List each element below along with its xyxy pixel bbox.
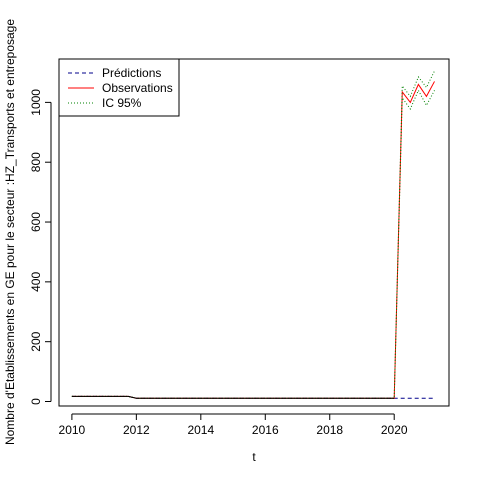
legend-label-predictions: Prédictions xyxy=(102,66,161,80)
legend-label-ic95: IC 95% xyxy=(102,96,142,110)
x-tick-label-2010: 2010 xyxy=(59,423,86,437)
series-observations-line xyxy=(71,81,435,399)
y-axis-label: Nombre d'Etablissements en GE pour le se… xyxy=(3,19,17,445)
y-tick-label-200: 200 xyxy=(29,331,43,351)
y-tick-label-1000: 1000 xyxy=(29,89,43,116)
x-tick-label-2014: 2014 xyxy=(187,423,214,437)
x-axis-label: t xyxy=(252,450,256,464)
series-ic95-upper-line xyxy=(71,70,435,399)
series-overlap-line xyxy=(71,395,395,399)
plot-frame xyxy=(58,58,450,407)
x-tick-label-2016: 2016 xyxy=(252,423,279,437)
x-tick-label-2018: 2018 xyxy=(316,423,343,437)
y-tick-label-400: 400 xyxy=(29,272,43,292)
x-tick-label-2020: 2020 xyxy=(381,423,408,437)
legend: Prédictions Observations IC 95% xyxy=(58,58,180,117)
x-tick-label-2012: 2012 xyxy=(123,423,150,437)
series-ic95-lower-line xyxy=(71,89,435,399)
y-tick-label-600: 600 xyxy=(29,212,43,232)
legend-label-observations: Observations xyxy=(102,81,173,95)
series-layer xyxy=(71,70,435,399)
y-tick-label-0: 0 xyxy=(29,398,43,405)
axes: 2010 2012 2014 2016 2018 2020 0 200 400 600 800 100… xyxy=(29,89,408,437)
y-tick-label-800: 800 xyxy=(29,152,43,172)
